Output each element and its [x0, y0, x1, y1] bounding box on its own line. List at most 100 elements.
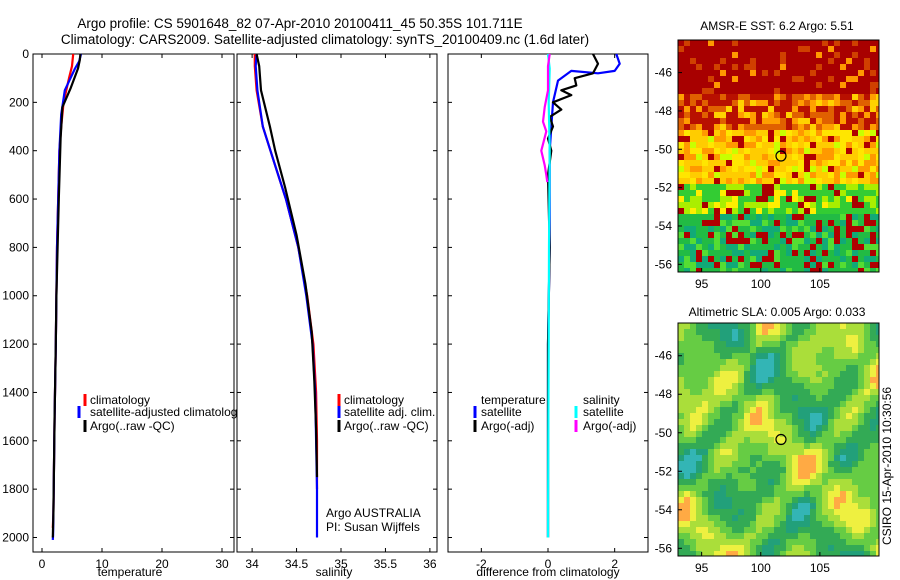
- heatmap-cell: [834, 118, 840, 124]
- heatmap-cell: [816, 527, 822, 533]
- heatmap-cell: [750, 515, 756, 521]
- heatmap-cell: [720, 377, 726, 383]
- heatmap-cell: [840, 347, 846, 353]
- heatmap-cell: [768, 226, 774, 232]
- heatmap-cell: [708, 383, 714, 389]
- heatmap-cell: [774, 503, 780, 509]
- heatmap-cell: [774, 82, 780, 88]
- heatmap-cell: [714, 533, 720, 539]
- heatmap-cell: [690, 70, 696, 76]
- heatmap-cell: [834, 40, 840, 46]
- heatmap-cell: [840, 437, 846, 443]
- heatmap-cell: [768, 262, 774, 268]
- heatmap-cell: [696, 401, 702, 407]
- heatmap-cell: [816, 154, 822, 160]
- heatmap-cell: [756, 431, 762, 437]
- heatmap-cell: [720, 58, 726, 64]
- heatmap-cell: [732, 473, 738, 479]
- heatmap-cell: [780, 244, 786, 250]
- heatmap-cell: [840, 40, 846, 46]
- heatmap-cell: [738, 52, 744, 58]
- heatmap-cell: [744, 232, 750, 238]
- heatmap-cell: [870, 479, 876, 485]
- heatmap-cell: [858, 154, 864, 160]
- heatmap-cell: [756, 425, 762, 431]
- heatmap-cell: [744, 419, 750, 425]
- heatmap-cell: [840, 545, 846, 551]
- heatmap-cell: [804, 130, 810, 136]
- heatmap-cell: [876, 455, 879, 461]
- heatmap-cell: [870, 64, 876, 70]
- heatmap-cell: [798, 268, 804, 272]
- heatmap-cell: [852, 443, 858, 449]
- heatmap-cell: [810, 473, 816, 479]
- heatmap-cells: [678, 40, 879, 272]
- heatmap-cell: [750, 82, 756, 88]
- heatmap-cell: [810, 82, 816, 88]
- heatmap-cell: [828, 545, 834, 551]
- heatmap-cell: [720, 335, 726, 341]
- heatmap-cell: [816, 70, 822, 76]
- heatmap-cell: [780, 359, 786, 365]
- heatmap-cell: [858, 539, 864, 545]
- heatmap-cell: [720, 262, 726, 268]
- heatmap-cell: [690, 124, 696, 130]
- heatmap-cell: [858, 256, 864, 262]
- heatmap-cell: [774, 431, 780, 437]
- heatmap-cell: [726, 371, 732, 377]
- heatmap-cell: [876, 40, 879, 46]
- heatmap-cell: [678, 365, 684, 371]
- heatmap-cell: [804, 533, 810, 539]
- heatmap-cell: [684, 112, 690, 118]
- heatmap-cell: [690, 178, 696, 184]
- heatmap-cell: [780, 250, 786, 256]
- heatmap-cell: [720, 551, 726, 556]
- heatmap-cell: [738, 353, 744, 359]
- heatmap-cell: [810, 178, 816, 184]
- heatmap-cell: [846, 268, 852, 272]
- heatmap-cell: [720, 88, 726, 94]
- heatmap-cell: [720, 208, 726, 214]
- heatmap-cell: [852, 52, 858, 58]
- heatmap-cell: [768, 106, 774, 112]
- heatmap-cell: [768, 250, 774, 256]
- heatmap-cell: [780, 166, 786, 172]
- heatmap-cell: [720, 395, 726, 401]
- x-tick-label: 100: [751, 561, 771, 575]
- heatmap-cell: [840, 377, 846, 383]
- heatmap-cell: [684, 250, 690, 256]
- heatmap-cell: [690, 407, 696, 413]
- heatmap-cell: [786, 431, 792, 437]
- heatmap-cell: [762, 485, 768, 491]
- heatmap-cell: [864, 431, 870, 437]
- heatmap-cell: [762, 262, 768, 268]
- heatmap-cell: [846, 485, 852, 491]
- heatmap-cell: [810, 112, 816, 118]
- heatmap-cell: [768, 202, 774, 208]
- heatmap-cell: [696, 106, 702, 112]
- heatmap-cell: [840, 148, 846, 154]
- heatmap-cell: [762, 40, 768, 46]
- heatmap-cell: [870, 136, 876, 142]
- heatmap-cell: [750, 124, 756, 130]
- heatmap-cell: [744, 323, 750, 329]
- heatmap-cell: [864, 256, 870, 262]
- heatmap-cell: [696, 154, 702, 160]
- heatmap-cell: [834, 329, 840, 335]
- heatmap-cell: [684, 142, 690, 148]
- heatmap-cell: [804, 136, 810, 142]
- heatmap-cell: [828, 142, 834, 148]
- heatmap-cell: [852, 389, 858, 395]
- heatmap-cell: [720, 52, 726, 58]
- heatmap-cell: [822, 82, 828, 88]
- heatmap-cell: [678, 202, 684, 208]
- heatmap-cell: [840, 485, 846, 491]
- heatmap-cell: [792, 359, 798, 365]
- heatmap-cell: [822, 148, 828, 154]
- heatmap-cell: [828, 166, 834, 172]
- heatmap-cell: [810, 527, 816, 533]
- heatmap-cell: [834, 461, 840, 467]
- heatmap-cell: [702, 160, 708, 166]
- heatmap-cell: [684, 491, 690, 497]
- heatmap-cell: [774, 539, 780, 545]
